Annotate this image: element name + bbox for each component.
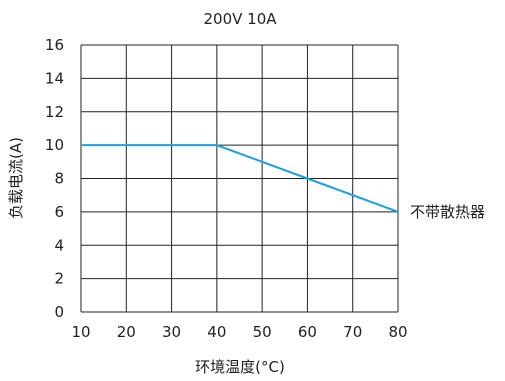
x-axis-label: 环境温度(°C) — [195, 358, 285, 376]
series-layer: 不带散热器 — [80, 144, 485, 221]
x-tick-label: 70 — [343, 323, 362, 341]
y-tick-label: 8 — [54, 170, 64, 188]
x-tick-label: 60 — [298, 323, 317, 341]
chart-title: 200V 10A — [203, 10, 277, 28]
y-tick-label: 2 — [54, 270, 64, 288]
series-label: 不带散热器 — [410, 203, 485, 221]
y-tick-label: 6 — [54, 203, 64, 221]
y-tick-label: 0 — [54, 303, 64, 321]
x-tick-label: 30 — [162, 323, 181, 341]
x-tick-label: 80 — [388, 323, 407, 341]
y-axis-label: 负载电流(A) — [7, 137, 25, 219]
y-tick-label: 16 — [45, 36, 64, 54]
y-tick-label: 14 — [45, 69, 64, 87]
x-tick-label: 50 — [253, 323, 272, 341]
x-tick-label: 40 — [207, 323, 226, 341]
y-tick-label: 4 — [54, 236, 64, 254]
y-tick-label: 12 — [45, 103, 64, 121]
y-tick-label: 10 — [45, 136, 64, 154]
x-tick-labels: 10 20 30 40 50 60 70 80 — [71, 323, 407, 341]
y-tick-labels: 0 2 4 6 8 10 12 14 16 — [45, 36, 64, 321]
series-line — [81, 144, 399, 213]
plot-grid — [80, 44, 399, 313]
x-tick-label: 20 — [117, 323, 136, 341]
x-tick-label: 10 — [71, 323, 90, 341]
